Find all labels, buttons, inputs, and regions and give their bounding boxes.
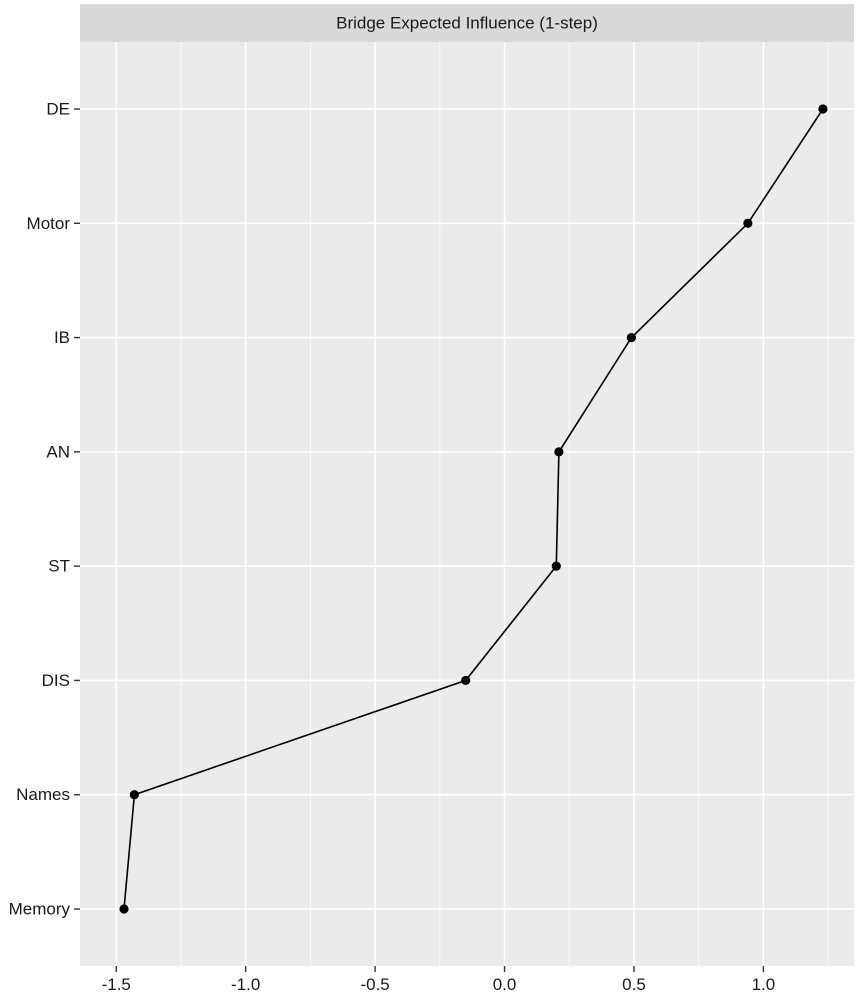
x-tick-label: 1.0: [752, 975, 776, 994]
data-point-st: [551, 561, 561, 571]
data-point-ib: [626, 332, 636, 343]
y-tick-label: Names: [16, 785, 70, 804]
x-tick-label: -1.0: [231, 975, 260, 994]
y-tick-label: AN: [46, 442, 70, 461]
plot-panel: [80, 42, 854, 966]
data-point-dis: [461, 675, 471, 686]
major-gridlines: [80, 42, 854, 966]
y-tick-label: Memory: [9, 900, 71, 919]
x-tick-label: 0.5: [622, 975, 646, 994]
chart-title: Bridge Expected Influence (1-step): [336, 14, 598, 33]
series-line: [123, 108, 824, 910]
x-tick-label: 0.0: [493, 975, 517, 994]
x-tick-label: -1.5: [102, 975, 131, 994]
minor-gridlines: [180, 42, 829, 966]
y-tick-label: IB: [54, 328, 70, 347]
x-axis: -1.5 -1.0 -0.5 0.0 0.5 1.0: [102, 966, 776, 994]
x-tick-label: -0.5: [360, 975, 389, 994]
data-point-names: [129, 790, 139, 800]
data-points: [119, 104, 828, 914]
y-tick-label: DE: [46, 100, 70, 119]
data-point-memory: [119, 904, 129, 914]
facet-strip: [80, 4, 854, 42]
y-tick-label: DIS: [42, 671, 70, 690]
data-point-an: [554, 447, 564, 457]
y-tick-label: ST: [48, 557, 70, 576]
series-path: [123, 108, 824, 910]
y-axis: DE Motor IB AN ST DIS Names Memory: [9, 100, 80, 919]
data-point-de: [818, 104, 828, 114]
y-tick-label: Motor: [27, 214, 71, 233]
data-point-motor: [743, 218, 753, 228]
